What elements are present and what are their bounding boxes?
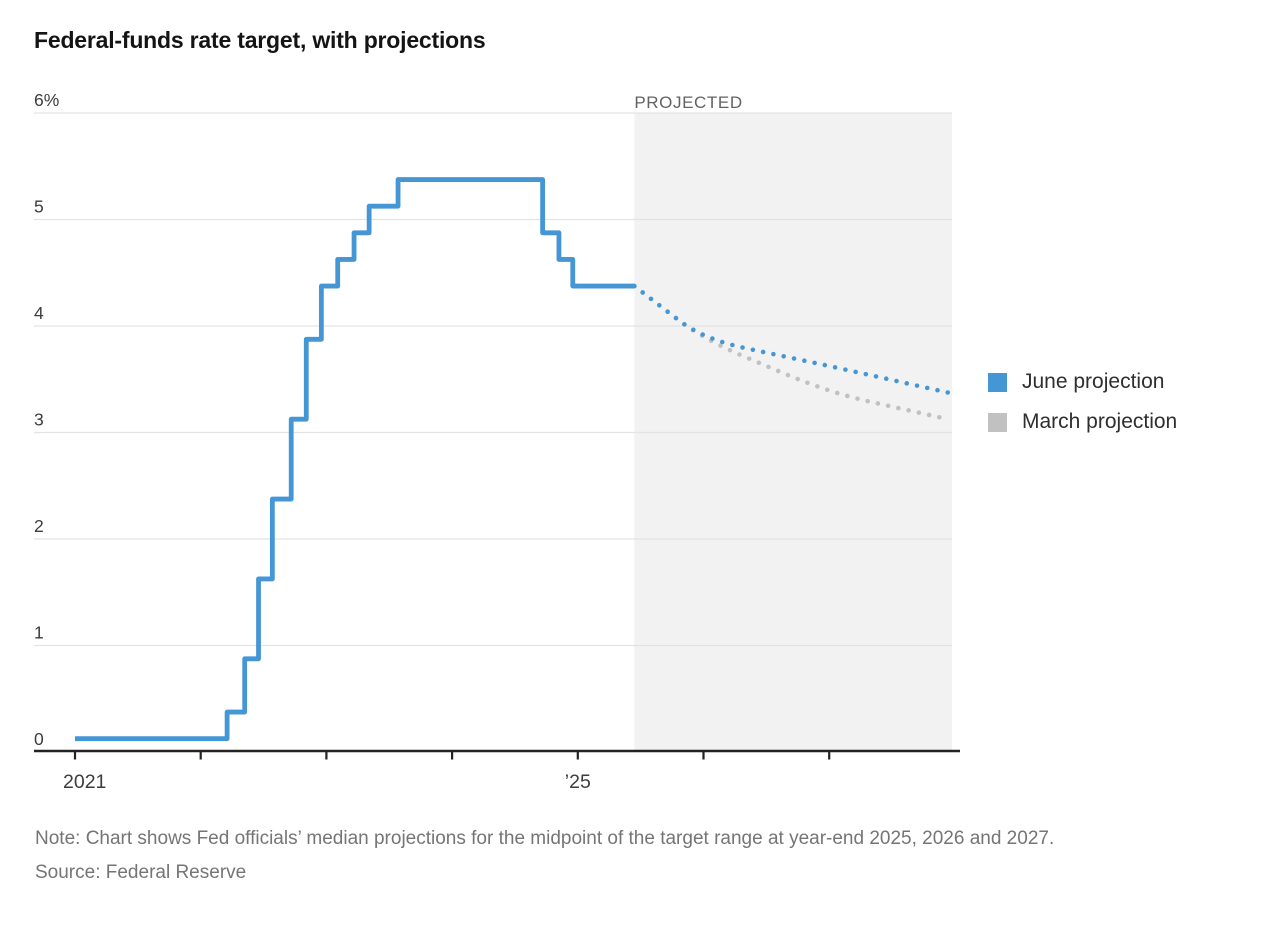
y-tick-label: 4 (34, 303, 44, 323)
march-projection-swatch-icon (988, 412, 1007, 432)
x-tick-label: ’25 (565, 771, 591, 793)
chart-legend: June projection March projection (988, 370, 1178, 433)
june-projection-swatch-icon (988, 372, 1007, 392)
chart-footnotes: Note: Chart shows Fed officials’ median … (35, 822, 1250, 890)
chart-title: Federal-funds rate target, with projecti… (34, 27, 486, 53)
x-tick-label: 2021 (63, 771, 106, 793)
y-tick-label: 5 (34, 197, 44, 217)
actual-rate-step-line (75, 177, 635, 742)
projected-region-label: PROJECTED (634, 93, 742, 112)
y-tick-label: 2 (34, 516, 44, 536)
y-tick-label: 0 (34, 729, 44, 749)
fed-funds-rate-plot: 6% 5 4 3 2 1 0 PROJECTED 2021 ’25 (34, 90, 960, 793)
chart-note: Note: Chart shows Fed officials’ median … (35, 828, 1055, 849)
legend-item-june-projection: June projection (988, 370, 1177, 393)
y-tick-label: 1 (34, 623, 44, 643)
chart-source: Source: Federal Reserve (35, 862, 247, 883)
legend-label-march: March projection (1022, 410, 1178, 433)
y-tick-label: 6% (34, 90, 59, 110)
y-tick-label: 3 (34, 410, 44, 430)
projected-region (634, 113, 952, 750)
june-projection-line (632, 283, 951, 395)
legend-label-june: June projection (1022, 370, 1165, 393)
legend-item-march-projection: March projection (988, 410, 1178, 433)
